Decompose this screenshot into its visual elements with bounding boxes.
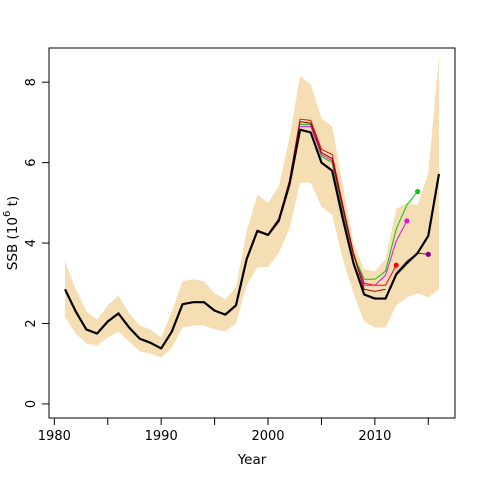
endpoint-layer [393,188,431,268]
main-series-line [64,128,441,350]
series-endpoint-2 [404,218,410,224]
y-tick-label: 0 [24,400,39,408]
y-tick-label: 8 [24,78,39,86]
confidence-band-layer [65,56,439,358]
y-tick-label: 6 [24,158,39,166]
x-axis: 1980 1990 2000 2010 [38,417,429,444]
series-endpoint-1 [415,188,421,195]
series-layer [64,118,441,350]
x-tick-label: 2000 [251,429,284,444]
x-tick-label: 1980 [38,429,71,444]
x-tick-label: 2010 [358,429,391,444]
series-endpoint-0 [393,262,399,268]
y-tick-label: 4 [24,239,39,247]
y-axis: 0 2 4 6 8 [24,78,50,408]
x-axis-title: Year [237,452,267,468]
y-tick-label: 2 [24,319,39,327]
series-endpoint-3 [425,251,431,257]
y-axis-title: SSB (106 t) [2,196,21,270]
x-tick-label: 1990 [145,429,178,444]
confidence-band [65,56,439,358]
